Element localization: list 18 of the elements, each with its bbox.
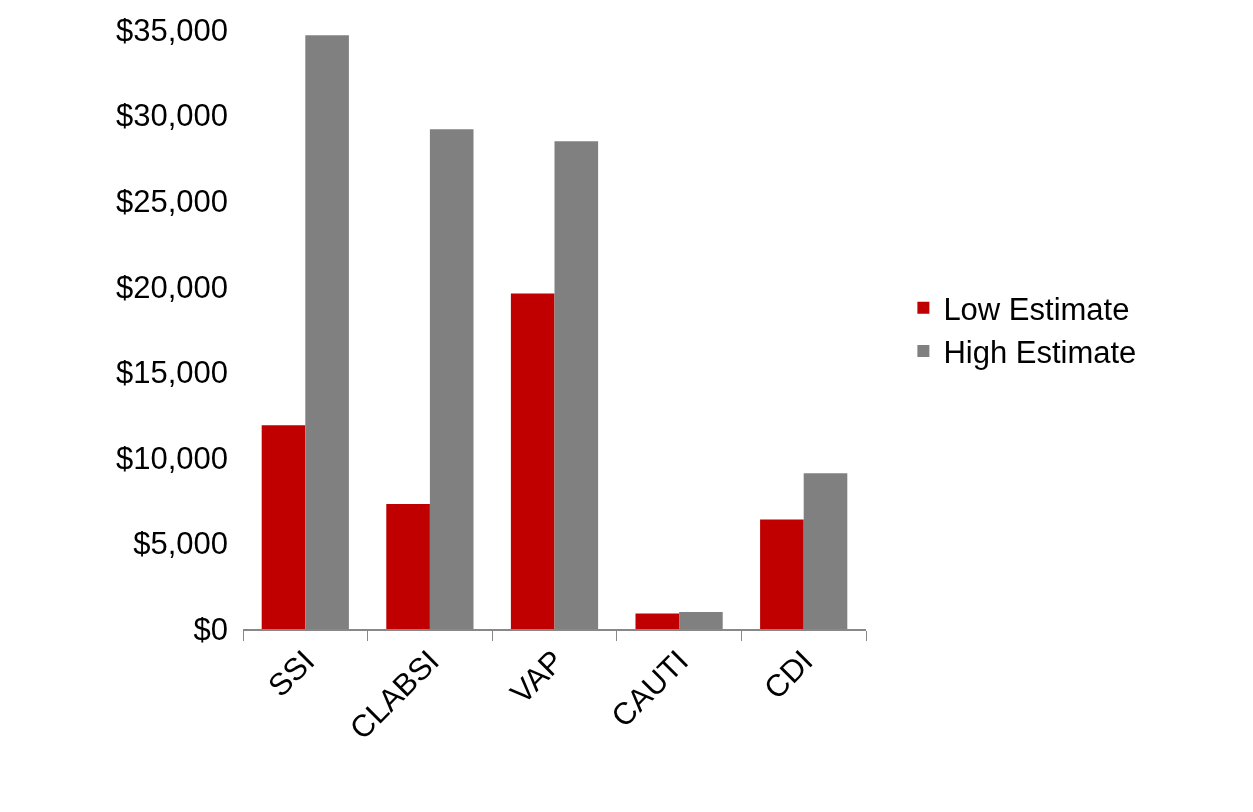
y-tick-label: $25,000 <box>115 183 228 219</box>
legend-label: Low Estimate <box>943 291 1130 327</box>
y-tick-label: $10,000 <box>115 440 228 476</box>
x-tick-label: CDI <box>757 643 820 706</box>
bar <box>510 293 555 629</box>
x-tick-label: SSI <box>261 643 322 704</box>
y-tick-label: $35,000 <box>115 12 228 48</box>
bar <box>261 425 306 629</box>
y-tick-label: $5,000 <box>133 526 228 562</box>
y-tick-label: $15,000 <box>115 355 228 391</box>
bar <box>635 613 680 629</box>
x-tick-label: VAP <box>503 643 571 711</box>
y-tick-label: $30,000 <box>115 98 228 134</box>
legend-label: High Estimate <box>943 335 1137 371</box>
bar <box>386 504 430 629</box>
bar <box>760 519 804 629</box>
y-tick-label: $20,000 <box>115 269 228 305</box>
y-tick-label: $0 <box>193 611 228 647</box>
